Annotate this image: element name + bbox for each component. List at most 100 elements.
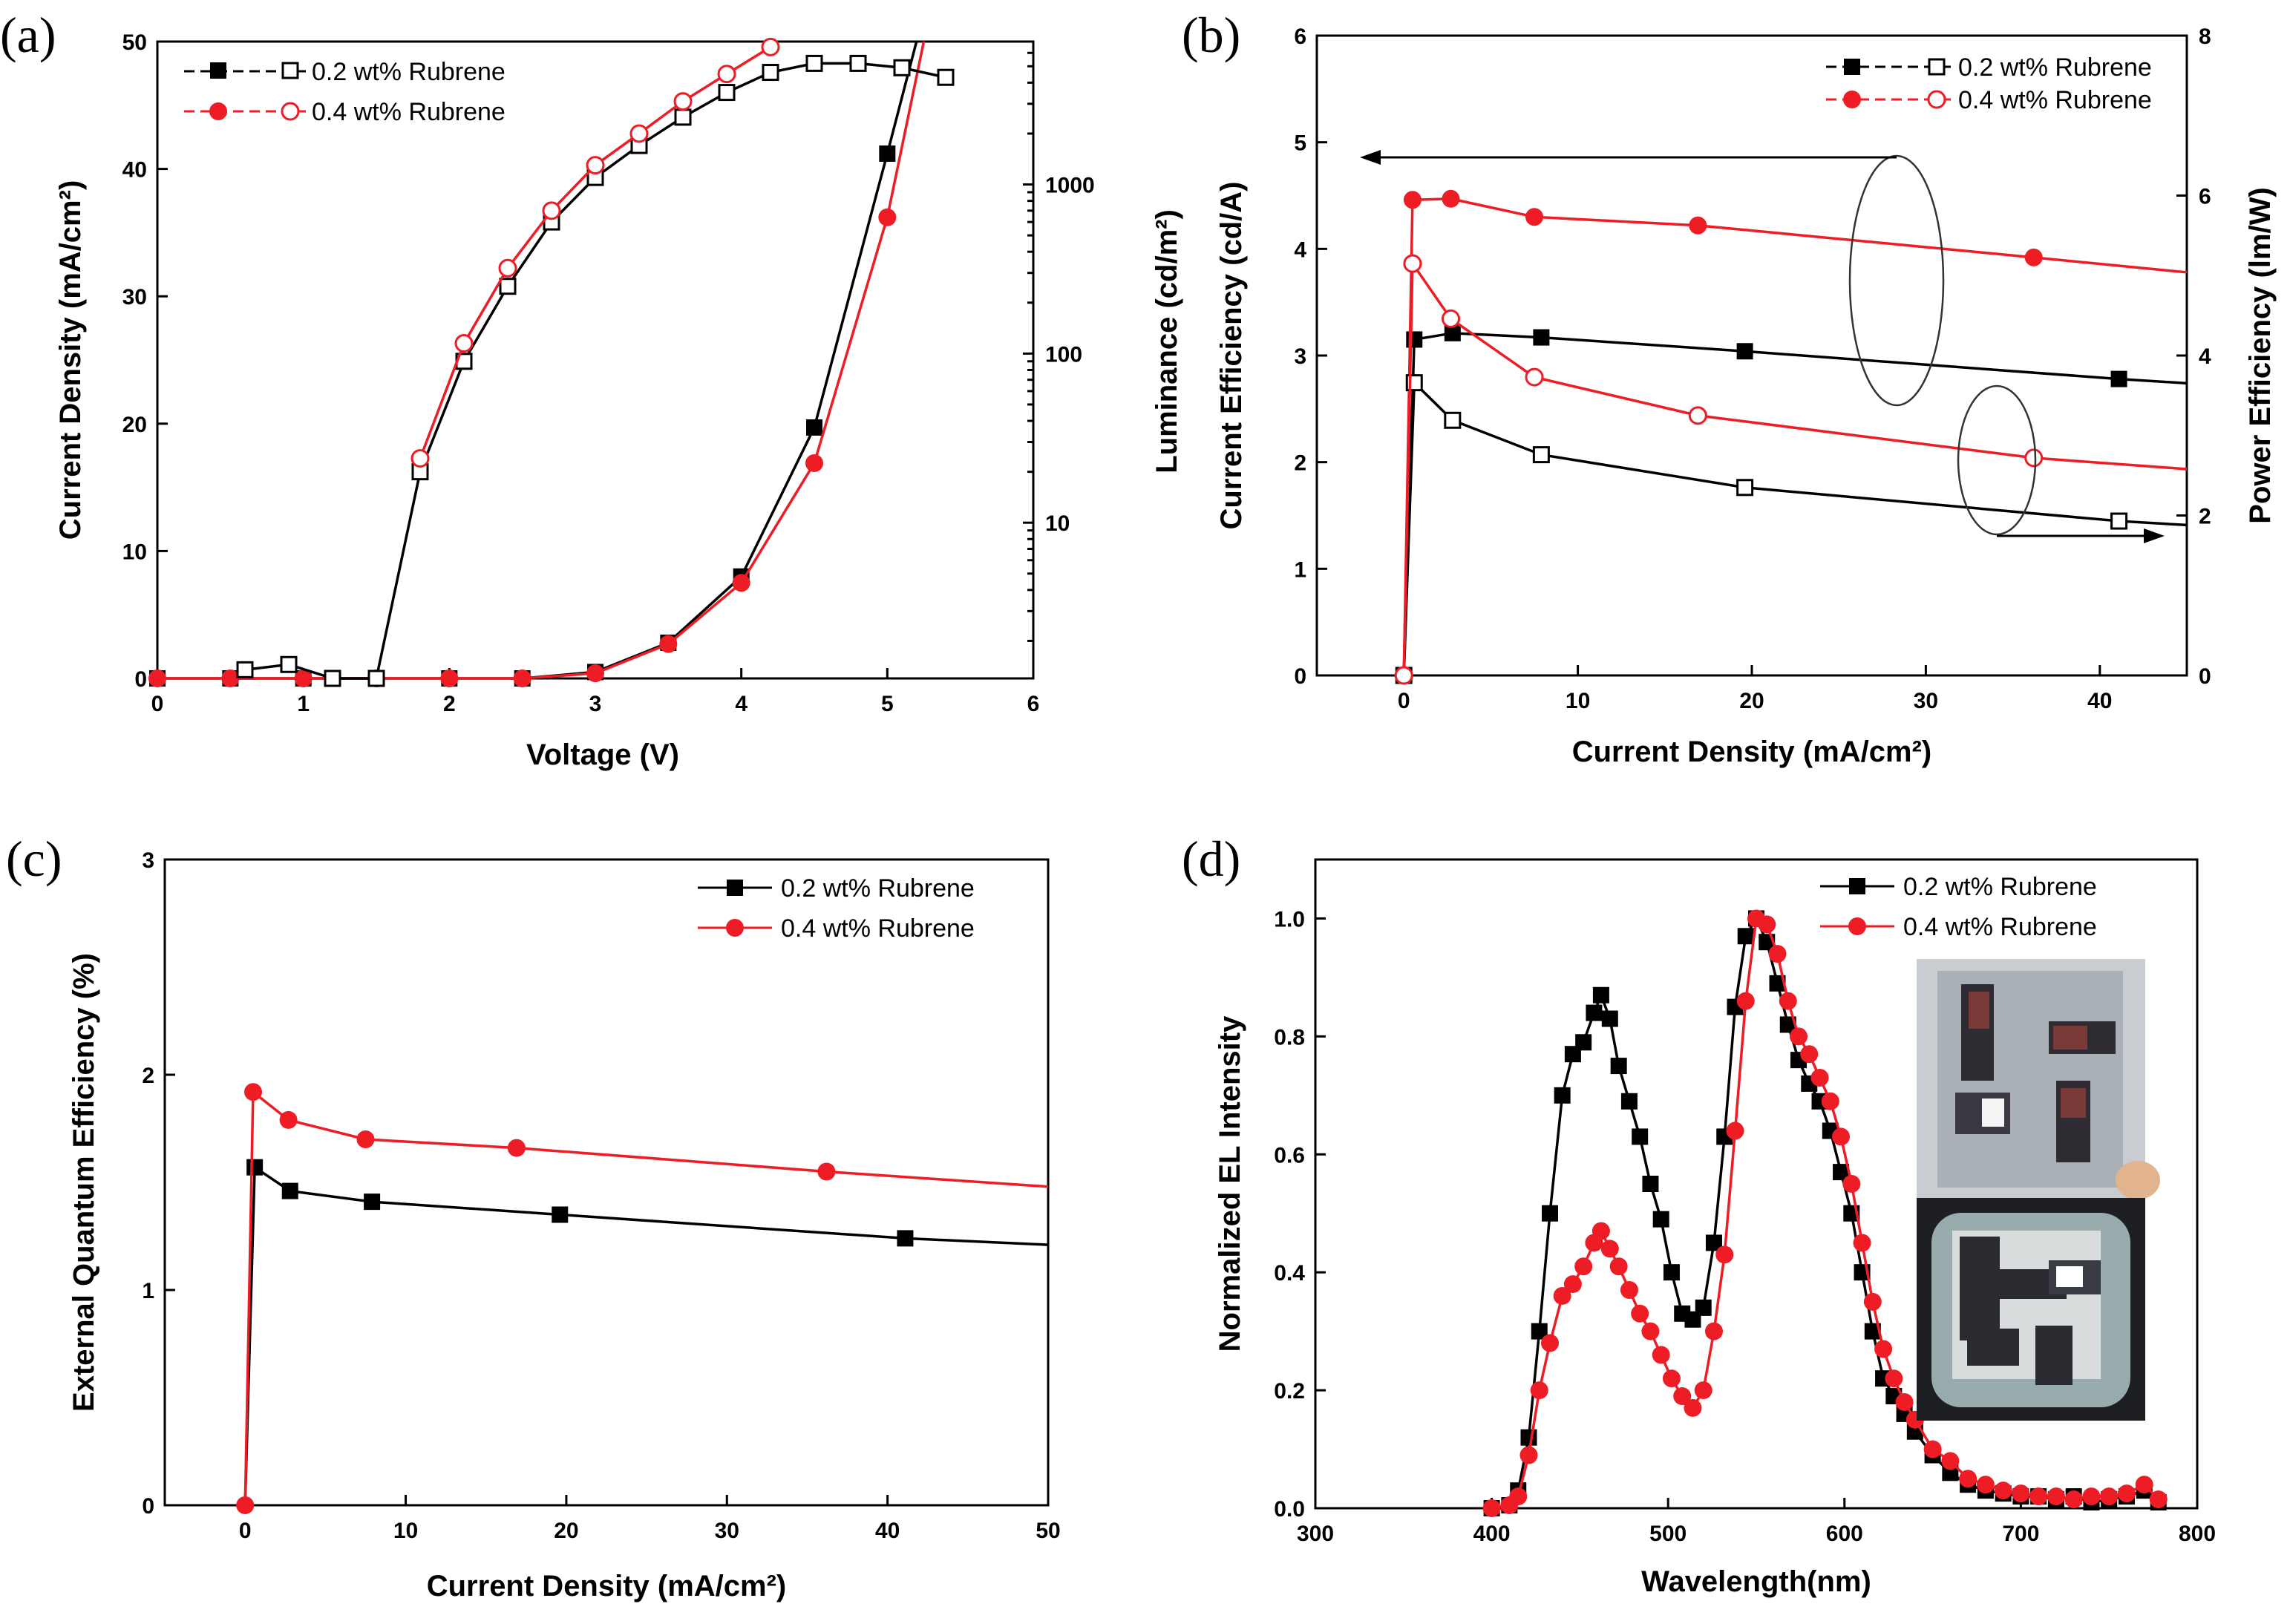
data-point-d-0-10: [1592, 986, 1609, 1003]
ellipse-right-group: [1957, 384, 2037, 536]
data-point-d-0-28: [1779, 1016, 1796, 1033]
y-tick-label-b-2: 2: [1294, 451, 1306, 476]
x-tick-label-b-4: 40: [2087, 689, 2112, 713]
data-point-a-2-2: [324, 669, 341, 687]
data-point-a-1-2: [294, 669, 313, 687]
data-point-d-1-7: [1563, 1275, 1582, 1294]
data-point-a-2-15: [893, 59, 911, 76]
plot-frame-d: [1314, 858, 2199, 1510]
y-tick-label-c-3: 3: [142, 848, 154, 873]
panel-d: (d) 300 400 500 600 700 800 0.0 0.2 0.4 0.6 0.8 1.0: [1182, 831, 2216, 1598]
data-point-a-2-13: [805, 54, 823, 72]
data-point-c-1-1: [244, 1083, 262, 1101]
data-point-a-2-12: [762, 64, 779, 82]
data-point-d-1-3: [1519, 1446, 1538, 1464]
data-point-d-0-13: [1620, 1093, 1638, 1110]
y-tick-label-b-6: 6: [1294, 24, 1306, 49]
data-point-d-1-15: [1641, 1322, 1660, 1340]
data-point-c-1-2: [279, 1110, 298, 1129]
plot-frame-a: [156, 40, 1035, 680]
data-point-d-0-24: [1737, 928, 1754, 945]
y2-tick-label-b-2: 4: [2199, 344, 2211, 369]
data-point-d-1-26: [1758, 915, 1776, 934]
x-tick-label-c-4: 40: [875, 1519, 900, 1543]
y-tick-label-b-0: 0: [1294, 664, 1306, 689]
data-point-d-1-48: [2047, 1487, 2065, 1506]
data-point-d-1-4: [1530, 1381, 1548, 1400]
data-point-d-1-44: [1976, 1476, 1995, 1494]
annotation-arrows-b: [1360, 150, 2165, 543]
y-tick-label-a-2: 20: [122, 413, 147, 437]
data-point-d-1-54: [2149, 1490, 2168, 1509]
panel-b: (b) 0 10 20 30 40 0 1 2 3 4 5 6 0 2 4 6 8 0.2 wt% Rubren…: [1182, 7, 2277, 768]
data-point-b-0-1: [1406, 331, 1423, 348]
data-point-d-1-6: [1553, 1286, 1571, 1305]
data-point-d-1-45: [1994, 1481, 2012, 1500]
data-point-d-0-11: [1601, 1010, 1618, 1027]
y-tick-label-d-4: 0.8: [1274, 1025, 1305, 1050]
data-point-d-1-33: [1832, 1127, 1851, 1146]
x-axis-title-c: Current Density (mA/cm²): [427, 1570, 787, 1602]
data-point-a-3-6: [673, 92, 693, 111]
x-tick-label-a-6: 6: [1027, 692, 1040, 716]
panel-a: (a) 0 1 2 3 4 5 6 0 10 20 30 40 50 10 100 1000 0.2 wt% …: [0, 7, 1183, 771]
data-point-d-1-41: [1923, 1440, 1942, 1458]
data-point-d-0-5: [1542, 1205, 1559, 1222]
data-point-d-1-36: [1863, 1292, 1882, 1311]
x-tick-label-d-2: 500: [1649, 1522, 1687, 1546]
data-point-d-0-15: [1642, 1176, 1659, 1192]
y2-axis-title-b: Power Efficiency (lm/W): [2244, 187, 2277, 523]
data-point-d-1-5: [1541, 1334, 1560, 1352]
y-tick-label-a-1: 10: [122, 540, 147, 564]
y-tick-label-a-4: 40: [122, 158, 147, 183]
data-point-c-0-1: [246, 1159, 264, 1176]
arrow-right-head: [2144, 528, 2165, 543]
inset-device-photos: [1917, 959, 2160, 1421]
y-tick-label-d-2: 0.4: [1274, 1261, 1305, 1286]
data-point-d-0-4: [1531, 1323, 1548, 1340]
data-point-a-2-0: [236, 661, 254, 678]
data-point-d-1-16: [1652, 1346, 1670, 1364]
y-tick-label-c-0: 0: [142, 1494, 154, 1519]
data-point-d-0-17: [1663, 1264, 1680, 1281]
data-point-d-0-33: [1833, 1164, 1850, 1181]
ellipse-left-group: [1848, 154, 1945, 407]
data-point-a-3-2: [498, 258, 517, 278]
data-point-d-1-22: [1715, 1245, 1734, 1264]
data-point-a-2-10: [674, 108, 692, 126]
plot-frame-c: [163, 858, 1050, 1507]
data-point-d-1-8: [1574, 1257, 1593, 1276]
data-point-a-3-8: [761, 37, 780, 56]
data-point-d-1-0: [1482, 1499, 1501, 1517]
data-point-a-1-9: [805, 454, 823, 472]
data-point-d-1-50: [2082, 1487, 2101, 1506]
data-point-d-1-13: [1620, 1281, 1638, 1300]
x-tick-label-d-0: 300: [1297, 1522, 1334, 1546]
data-point-b-1-4: [1689, 216, 1707, 235]
data-point-d-1-21: [1704, 1322, 1723, 1340]
x-tick-label-b-2: 20: [1739, 689, 1764, 713]
data-point-d-1-14: [1631, 1304, 1649, 1323]
data-point-a-2-16: [937, 68, 955, 86]
y2-tick-label-b-4: 8: [2199, 24, 2211, 49]
data-point-d-1-47: [2029, 1487, 2048, 1506]
series-group-b: [1394, 189, 2188, 685]
x-tick-label-c-3: 30: [715, 1519, 739, 1543]
data-point-d-1-30: [1800, 1045, 1819, 1064]
data-point-a-2-14: [849, 54, 867, 72]
series-line-b-0: [1402, 332, 2188, 676]
legend-label-d-1: 0.4 wt% Rubrene: [1903, 913, 2097, 941]
data-point-d-0-8: [1575, 1034, 1592, 1051]
data-point-b-2-2: [1444, 411, 1462, 429]
y-axis-title-d: Normalized EL Intensity: [1214, 1015, 1246, 1352]
data-point-d-0-21: [1705, 1234, 1722, 1251]
y-axis-title-b: Current Efficiency (cd/A): [1215, 182, 1248, 530]
panel-label-d: (d): [1182, 831, 1240, 887]
data-point-c-1-5: [817, 1162, 836, 1181]
x-tick-label-a-5: 5: [881, 692, 894, 716]
data-point-d-1-31: [1810, 1068, 1829, 1087]
legend-marker-b-1b: [1927, 90, 1946, 109]
data-point-a-3-7: [717, 65, 736, 84]
data-point-a-3-0: [410, 449, 430, 468]
data-point-a-2-3: [367, 669, 385, 687]
